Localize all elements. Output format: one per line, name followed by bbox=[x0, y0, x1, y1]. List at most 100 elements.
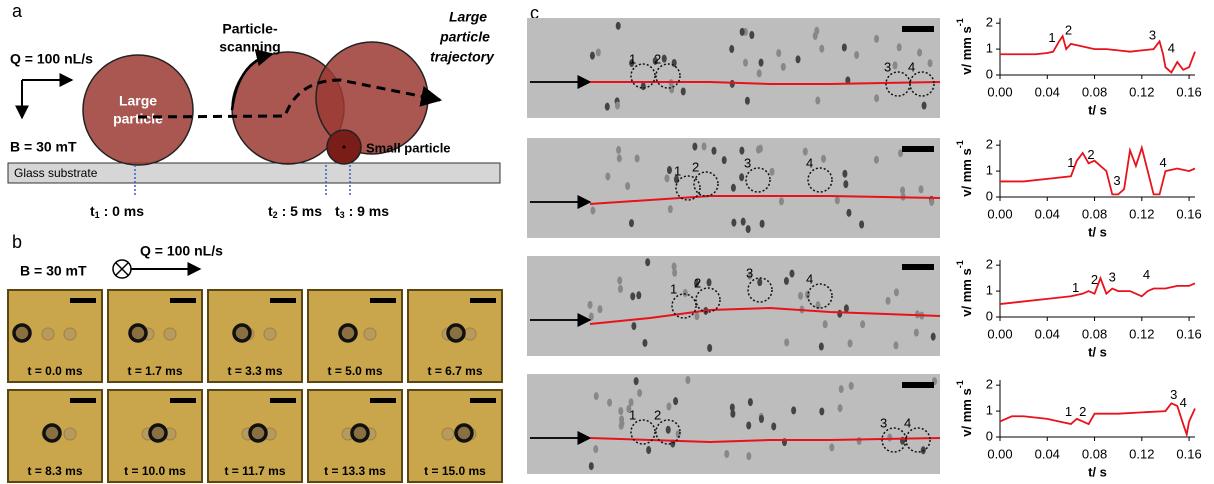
bead bbox=[646, 446, 651, 454]
large-particle bbox=[352, 425, 368, 441]
bead bbox=[849, 382, 854, 390]
bead bbox=[619, 420, 624, 428]
bead bbox=[857, 437, 862, 445]
bead bbox=[829, 443, 834, 451]
x-axis-label: t/ s bbox=[1088, 344, 1107, 359]
bead bbox=[897, 43, 902, 51]
event-label: 2 bbox=[692, 159, 699, 174]
event-label: 1 bbox=[629, 51, 636, 66]
scale-bar bbox=[370, 398, 396, 403]
bead bbox=[597, 305, 602, 313]
bead bbox=[760, 220, 765, 228]
y-axis-label-main: v/ mm s bbox=[959, 26, 974, 74]
event-label: 4 bbox=[904, 415, 911, 430]
faint-particle bbox=[442, 428, 454, 440]
bead bbox=[645, 258, 650, 266]
annotation: 1 bbox=[1067, 155, 1074, 170]
bead bbox=[776, 49, 781, 57]
bead bbox=[724, 450, 729, 458]
large-particle bbox=[250, 425, 266, 441]
event-label: 1 bbox=[670, 281, 677, 296]
scale-bar bbox=[370, 298, 396, 303]
flow-label: Q = 100 nL/s bbox=[140, 243, 223, 259]
bead bbox=[672, 269, 677, 277]
large-particle-label: particle bbox=[113, 111, 163, 127]
y-axis-label-sup: -1 bbox=[955, 380, 965, 388]
bead bbox=[665, 174, 670, 182]
field-label: B = 30 mT bbox=[10, 139, 77, 155]
bead bbox=[630, 292, 635, 300]
bead bbox=[740, 28, 745, 36]
y-axis-label-sup: -1 bbox=[955, 260, 965, 268]
x-tick-label: 0.04 bbox=[1035, 84, 1060, 99]
bead bbox=[741, 218, 746, 226]
bead bbox=[893, 341, 898, 349]
annotation: 1 bbox=[1048, 30, 1055, 45]
bead bbox=[617, 154, 622, 162]
y-tick-label: 0 bbox=[986, 308, 993, 323]
bead bbox=[789, 270, 794, 278]
time-label: t1 : 0 ms bbox=[90, 203, 144, 221]
bead bbox=[642, 339, 647, 347]
bead bbox=[874, 35, 879, 43]
event-label: 3 bbox=[880, 415, 887, 430]
speed-line bbox=[1000, 36, 1195, 72]
bead bbox=[759, 415, 764, 423]
bead bbox=[730, 410, 735, 418]
bead bbox=[779, 197, 784, 205]
flow-label: Q = 100 nL/s bbox=[10, 51, 93, 67]
bead bbox=[722, 156, 727, 164]
small-particle-label: Small particle bbox=[366, 140, 451, 155]
x-tick-label: 0.08 bbox=[1082, 206, 1107, 221]
bead bbox=[746, 225, 751, 233]
annotation: 2 bbox=[1065, 22, 1072, 37]
annotation: 1 bbox=[1065, 404, 1072, 419]
large-particle bbox=[456, 425, 472, 441]
faint-particle bbox=[364, 328, 376, 340]
faint-particle bbox=[64, 328, 76, 340]
y-tick-label: 2 bbox=[986, 257, 993, 272]
frame-time: t = 10.0 ms bbox=[124, 464, 186, 478]
event-label: 3 bbox=[746, 265, 753, 280]
y-axis-label-main: v/ mm s bbox=[959, 388, 974, 436]
y-axis-label: v/ mm s-1 bbox=[955, 18, 974, 74]
bead bbox=[743, 59, 748, 67]
bead bbox=[846, 209, 851, 217]
bead bbox=[893, 61, 898, 69]
bead bbox=[637, 389, 642, 397]
bead bbox=[835, 196, 840, 204]
bead bbox=[784, 277, 789, 285]
annotation: 4 bbox=[1180, 395, 1187, 410]
bead bbox=[894, 288, 899, 296]
bead bbox=[842, 43, 847, 51]
scale-bar bbox=[270, 398, 296, 403]
scale-bar bbox=[470, 298, 496, 303]
x-tick-label: 0.08 bbox=[1082, 84, 1107, 99]
large-particle bbox=[44, 425, 60, 441]
annotation: 1 bbox=[1072, 280, 1079, 295]
bead bbox=[616, 146, 621, 154]
event-label: 4 bbox=[806, 271, 813, 286]
faint-particle bbox=[42, 328, 54, 340]
bead bbox=[759, 59, 764, 67]
speed-line bbox=[1000, 403, 1195, 434]
large-particle-label: Large bbox=[119, 93, 157, 109]
bead bbox=[819, 343, 824, 351]
figure: aQ = 100 nL/sB = 30 mTGlass substrateLar… bbox=[0, 0, 1214, 484]
bead bbox=[784, 338, 789, 346]
bead bbox=[692, 143, 697, 151]
bead bbox=[914, 329, 919, 337]
bead bbox=[683, 289, 688, 297]
y-axis-label-main: v/ mm s bbox=[959, 268, 974, 316]
x-tick-label: 0.16 bbox=[1176, 446, 1201, 461]
event-label: 1 bbox=[629, 407, 636, 422]
bead bbox=[854, 51, 859, 59]
x-tick-label: 0.16 bbox=[1176, 326, 1201, 341]
x-tick-label: 0.12 bbox=[1129, 206, 1154, 221]
y-tick-label: 2 bbox=[986, 377, 993, 392]
scale-bar bbox=[470, 398, 496, 403]
bead bbox=[813, 32, 818, 40]
bead bbox=[860, 320, 865, 328]
bead bbox=[791, 406, 796, 414]
annotation: 2 bbox=[1087, 147, 1094, 162]
